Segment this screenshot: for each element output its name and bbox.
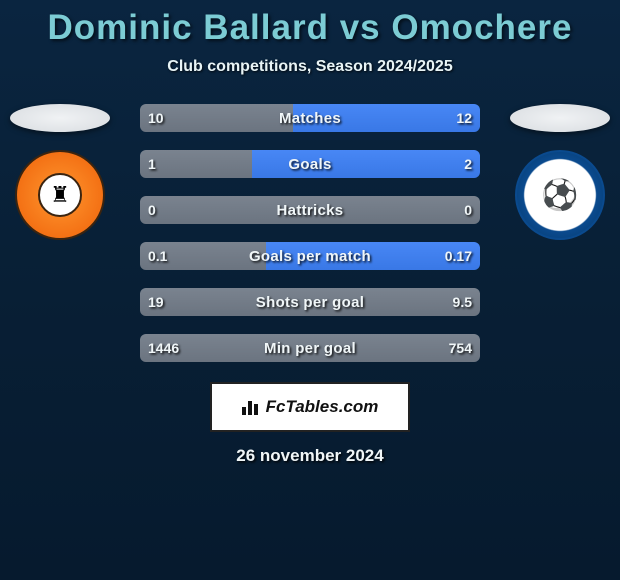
stat-row: Hattricks0 0 [140, 196, 480, 224]
stat-label: Shots per goal [140, 288, 480, 316]
bar-chart-icon [242, 399, 260, 415]
stat-value-p2: 754 [441, 334, 480, 362]
stat-value-p2: 0.17 [437, 242, 480, 270]
page-title: Dominic Ballard vs Omochere [0, 0, 620, 48]
stat-value-p1: 0 [140, 196, 164, 224]
stat-label: Hattricks [140, 196, 480, 224]
stat-value-p2: 2 [456, 150, 480, 178]
stat-value-p2: 9.5 [445, 288, 480, 316]
pirate-icon: ⚽ [535, 170, 585, 220]
brand-text: FcTables.com [266, 397, 379, 417]
stat-value-p1: 1446 [140, 334, 187, 362]
stat-value-p1: 10 [140, 104, 172, 132]
stat-value-p1: 0.1 [140, 242, 175, 270]
stat-value-p2: 12 [448, 104, 480, 132]
stat-value-p1: 19 [140, 288, 172, 316]
stat-row: Min per goal1446 754 [140, 334, 480, 362]
stat-label: Goals per match [140, 242, 480, 270]
stat-label: Goals [140, 150, 480, 178]
comparison-area: ♜ ⚽ Matches1012Goals12Hattricks00Goals p… [0, 104, 620, 362]
player1-name-plate [10, 104, 110, 132]
player1-column: ♜ [10, 104, 110, 240]
player1-club-crest: ♜ [15, 150, 105, 240]
player2-club-crest: ⚽ [515, 150, 605, 240]
stat-row: Goals per match0.1 0.17 [140, 242, 480, 270]
player2-name-plate [510, 104, 610, 132]
stat-label: Matches [140, 104, 480, 132]
stat-value-p1: 1 [140, 150, 164, 178]
stat-row: Goals1 2 [140, 150, 480, 178]
stat-bars: Matches1012Goals12Hattricks00Goals per m… [140, 104, 480, 362]
player2-column: ⚽ [510, 104, 610, 240]
subtitle: Club competitions, Season 2024/2025 [0, 58, 620, 76]
date-label: 26 november 2024 [0, 446, 620, 466]
stat-row: Shots per goal19 9.5 [140, 288, 480, 316]
stat-row: Matches10 12 [140, 104, 480, 132]
brand-badge: FcTables.com [210, 382, 410, 432]
stat-value-p2: 0 [456, 196, 480, 224]
stat-label: Min per goal [140, 334, 480, 362]
tower-icon: ♜ [38, 173, 82, 217]
